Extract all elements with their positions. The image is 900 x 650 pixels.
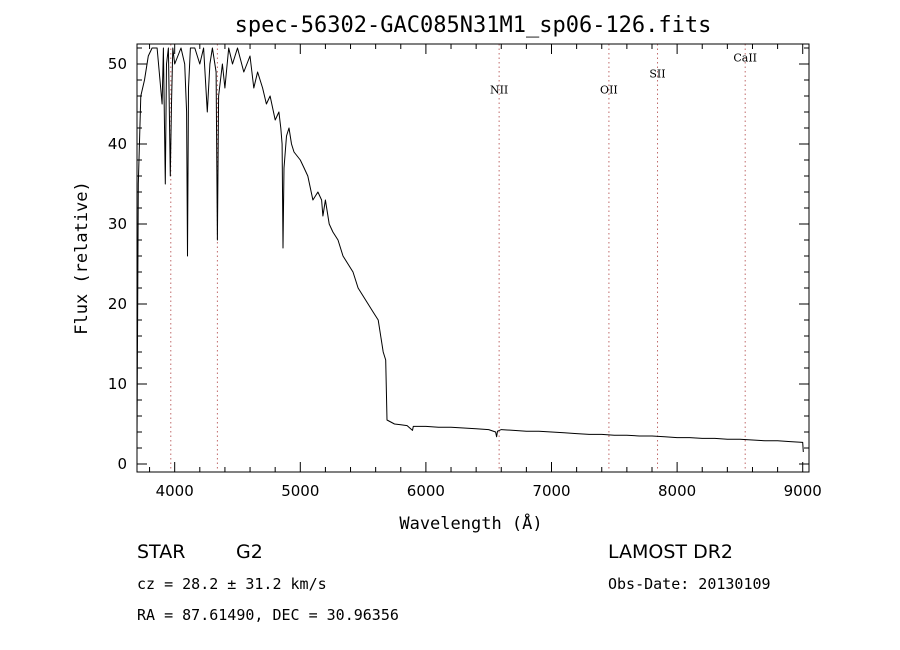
reference-line-label: OII [600,84,618,97]
reference-line-label: CaII [733,52,757,65]
y-tick-label: 0 [117,455,127,473]
plot-frame [136,43,810,473]
subclass: G2 [236,541,263,563]
y-tick-label: 30 [108,215,127,233]
y-tick-label: 10 [108,375,127,393]
chart-title: spec-56302-GAC085N31M1_sp06-126.fits [235,13,712,38]
obs-date: Obs-Date: 20130109 [608,575,771,593]
x-tick-label: 6000 [407,482,445,500]
axis-ticks: 4000 5000 6000 7000 8000 9000 0 10 20 30 40 50 [108,44,822,500]
y-axis-label: Flux (relative) [72,181,92,335]
object-type: STAR [137,541,185,563]
x-tick-label: 8000 [658,482,696,500]
x-tick-label: 4000 [156,482,194,500]
y-tick-label: 20 [108,295,127,313]
reference-line-label: SII [649,68,665,81]
x-tick-label: 9000 [784,482,822,500]
y-tick-label: 40 [108,135,127,153]
coordinates: RA = 87.61490, DEC = 30.96356 [137,606,399,624]
y-tick-label: 50 [108,55,127,73]
x-axis-label: Wavelength (Å) [399,512,542,534]
redshift-info: cz = 28.2 ± 31.2 km/s [137,575,327,593]
spectrum-series [136,47,804,453]
x-tick-label: 7000 [532,482,570,500]
reference-lines: NII OII SII CaII [170,44,757,472]
reference-line-label: NII [490,84,508,97]
x-tick-label: 5000 [281,482,319,500]
survey-name: LAMOST DR2 [608,541,733,563]
spectrum-line [136,47,804,453]
